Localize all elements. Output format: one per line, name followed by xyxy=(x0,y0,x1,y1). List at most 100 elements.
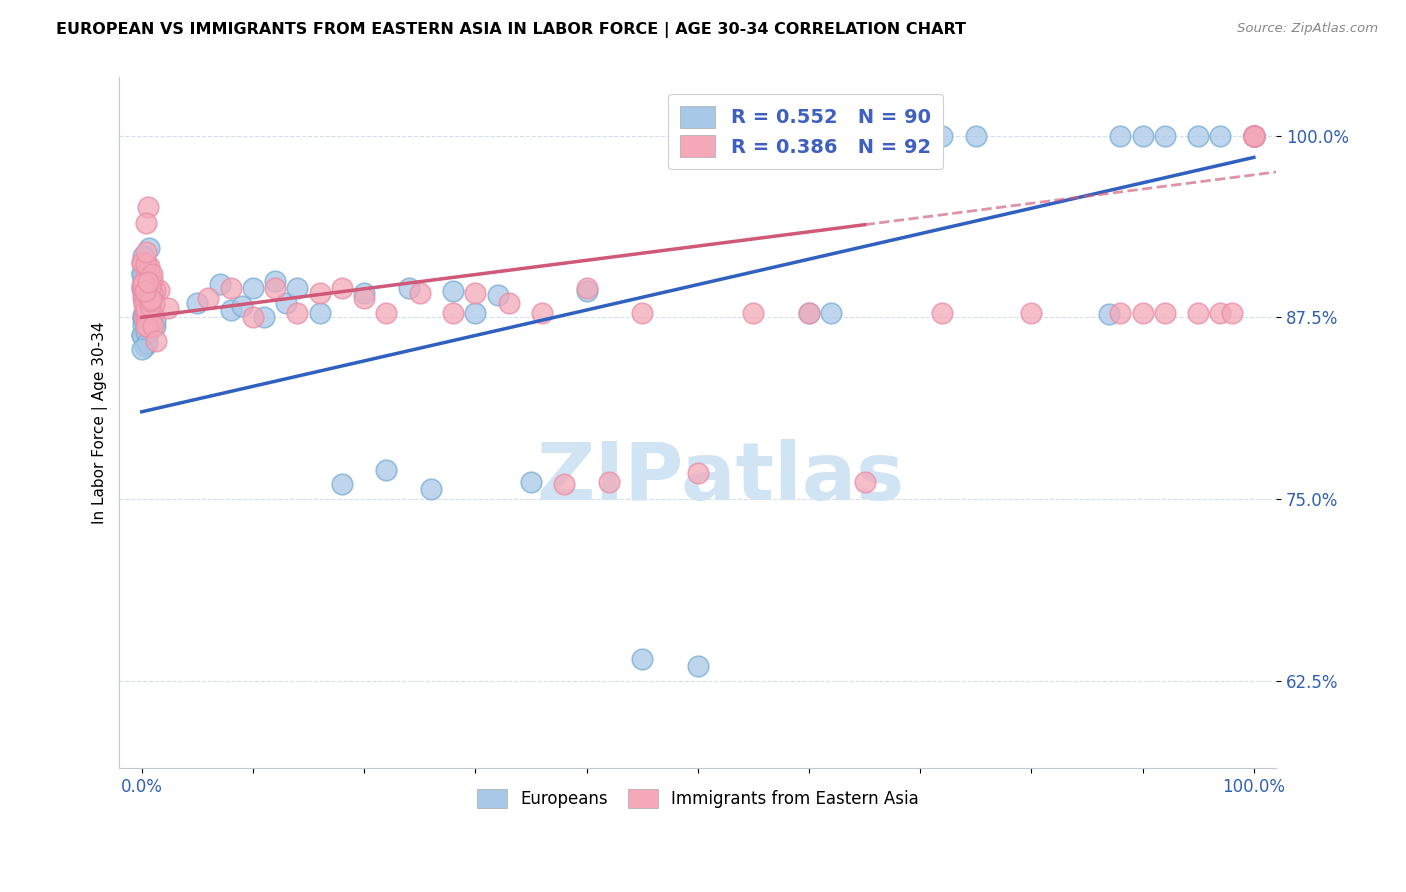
Point xyxy=(409,285,432,300)
Point xyxy=(139,307,162,321)
Point xyxy=(135,258,157,272)
Point xyxy=(136,298,159,312)
Point xyxy=(136,310,159,324)
Point xyxy=(965,128,987,143)
Point xyxy=(931,306,953,320)
Y-axis label: In Labor Force | Age 30-34: In Labor Force | Age 30-34 xyxy=(93,321,108,524)
Point xyxy=(1243,128,1265,143)
Point xyxy=(131,267,153,281)
Point xyxy=(1109,306,1132,320)
Point xyxy=(131,266,153,280)
Point xyxy=(132,276,155,290)
Point xyxy=(575,281,598,295)
Point xyxy=(242,281,264,295)
Point xyxy=(553,477,575,491)
Point xyxy=(135,265,157,279)
Point xyxy=(253,310,276,325)
Point xyxy=(197,292,219,306)
Point xyxy=(135,216,157,230)
Point xyxy=(135,279,157,293)
Point xyxy=(132,277,155,291)
Point xyxy=(134,338,156,352)
Point xyxy=(742,306,765,320)
Point xyxy=(1243,128,1265,143)
Point xyxy=(1220,306,1243,320)
Point xyxy=(330,281,353,295)
Point xyxy=(441,284,464,298)
Point xyxy=(686,466,709,480)
Point xyxy=(498,295,520,310)
Point xyxy=(1154,128,1177,143)
Point xyxy=(132,272,155,286)
Point xyxy=(132,308,155,322)
Point xyxy=(138,259,160,273)
Point xyxy=(136,327,159,342)
Point xyxy=(441,306,464,320)
Point xyxy=(136,200,159,214)
Point xyxy=(143,283,166,297)
Point xyxy=(598,475,620,489)
Point xyxy=(136,265,159,279)
Point xyxy=(135,318,157,333)
Point xyxy=(1243,128,1265,143)
Point xyxy=(134,298,156,312)
Point xyxy=(132,318,155,332)
Point xyxy=(820,306,842,320)
Point xyxy=(264,281,287,295)
Point xyxy=(157,301,180,315)
Point xyxy=(131,254,153,268)
Point xyxy=(486,288,509,302)
Point xyxy=(132,292,155,306)
Point xyxy=(1243,128,1265,143)
Point xyxy=(131,281,153,295)
Text: ZIPatlas: ZIPatlas xyxy=(537,439,905,517)
Point xyxy=(1187,306,1209,320)
Point xyxy=(131,282,153,296)
Point xyxy=(330,477,353,491)
Point xyxy=(143,297,166,311)
Point xyxy=(797,306,820,320)
Point xyxy=(142,288,165,302)
Point xyxy=(132,278,155,293)
Point xyxy=(139,294,162,309)
Point xyxy=(134,276,156,290)
Point xyxy=(131,256,153,270)
Point xyxy=(1243,128,1265,143)
Point xyxy=(1209,306,1232,320)
Point xyxy=(631,306,654,320)
Point xyxy=(631,652,654,666)
Point xyxy=(135,286,157,301)
Point xyxy=(138,274,160,288)
Point xyxy=(143,313,166,327)
Point xyxy=(132,285,155,299)
Point xyxy=(931,128,953,143)
Point xyxy=(231,299,253,313)
Point xyxy=(134,280,156,294)
Point xyxy=(132,289,155,303)
Point xyxy=(853,475,876,489)
Point xyxy=(135,301,157,316)
Point xyxy=(1243,128,1265,143)
Point xyxy=(132,308,155,322)
Point xyxy=(139,267,162,281)
Point xyxy=(136,293,159,308)
Point xyxy=(132,277,155,292)
Point xyxy=(148,283,170,297)
Point xyxy=(353,292,375,306)
Point xyxy=(132,248,155,262)
Point xyxy=(136,310,159,325)
Point xyxy=(1109,128,1132,143)
Point xyxy=(1098,307,1121,321)
Point xyxy=(134,313,156,327)
Point xyxy=(136,275,159,289)
Point xyxy=(141,285,163,300)
Point xyxy=(136,306,159,320)
Point xyxy=(131,328,153,343)
Point xyxy=(131,328,153,343)
Point xyxy=(1154,306,1177,320)
Point xyxy=(131,278,153,293)
Point xyxy=(1187,128,1209,143)
Point xyxy=(520,475,543,489)
Point xyxy=(375,306,398,320)
Point xyxy=(132,311,155,326)
